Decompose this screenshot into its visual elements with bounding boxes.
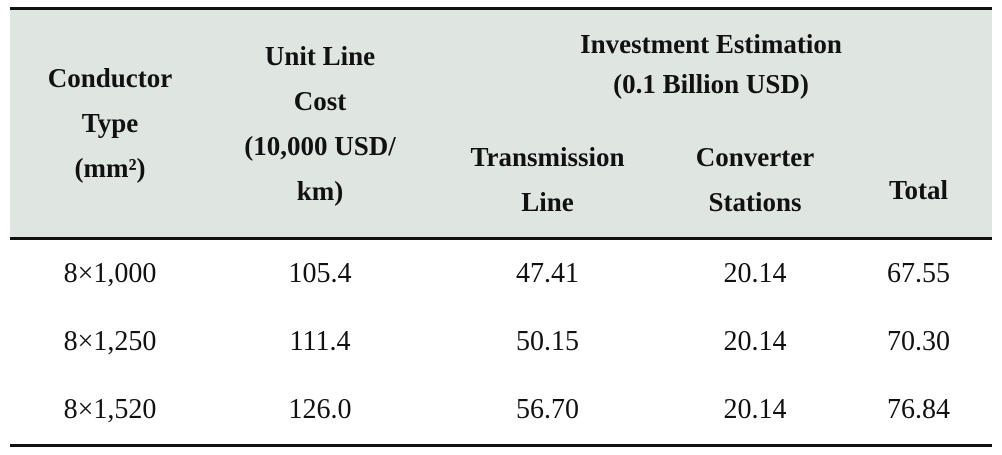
header-text-line: km) (296, 175, 344, 206)
header-text-line: (mm²) (74, 153, 146, 183)
header-text-line: Investment Estimation (580, 29, 842, 59)
table-cell: 126.0 (210, 376, 430, 447)
table-cell: 76.84 (845, 376, 992, 447)
table-cell: 8×1,000 (63, 258, 157, 289)
group-header-cell: Investment Estimation (0.1 Billion USD) (430, 7, 992, 124)
header-text-line: (0.1 Billion USD) (613, 69, 809, 99)
header-cell: Conductor Type (mm²) (10, 7, 210, 240)
header-text-line: Conductor (47, 63, 173, 93)
cost-table: Conductor Type (mm²) Unit Line Cost (10,000 U… (10, 7, 992, 447)
table-cell: 70.30 (887, 326, 950, 357)
table-cell: 20.14 (723, 326, 787, 357)
header-text-line: Transmission (470, 142, 625, 173)
header-text-line: Total (888, 174, 949, 205)
table-cell: 111.4 (289, 326, 351, 357)
header-text-line: (10,000 USD/ (244, 130, 396, 161)
table-cell: 20.14 (665, 376, 845, 447)
table-cell: 50.15 (516, 326, 579, 357)
header-text-line: Cost (293, 85, 347, 116)
table-row: 8×1,250 111.4 50.15 20.14 70.30 (10, 308, 992, 376)
header-cell: Unit Line Cost (10,000 USD/km) (210, 7, 430, 240)
header-text-line: Converter (695, 142, 815, 173)
header-cell: Total (845, 123, 992, 240)
header-cell: Transmission Line (430, 123, 665, 240)
table-header: Conductor Type (mm²) Unit Line Cost (10,000 U… (10, 7, 992, 240)
table-body: 8×1,000 105.4 47.41 20.14 67.55 8×1,250 111.4 5… (10, 239, 992, 447)
table-cell: 47.41 (516, 258, 579, 289)
table-cell: 8×1,250 (63, 326, 157, 357)
table-cell: 105.4 (288, 258, 352, 289)
table-cell: 56.70 (430, 376, 665, 447)
table-cell: 8×1,520 (10, 376, 210, 447)
header-text-line: Line (521, 187, 574, 218)
table-row: 8×1,000 105.4 47.41 20.14 67.55 (10, 239, 992, 309)
header-cell: Converter Stations (665, 123, 845, 240)
header-text-line: Unit Line (264, 40, 376, 71)
table-cell: 20.14 (723, 258, 787, 289)
table-cell: 67.55 (887, 258, 950, 289)
table-row: 8×1,520 126.0 56.70 20.14 76.84 (10, 376, 992, 447)
header-text-line: Type (81, 108, 139, 138)
header-text-line: Stations (708, 187, 802, 218)
